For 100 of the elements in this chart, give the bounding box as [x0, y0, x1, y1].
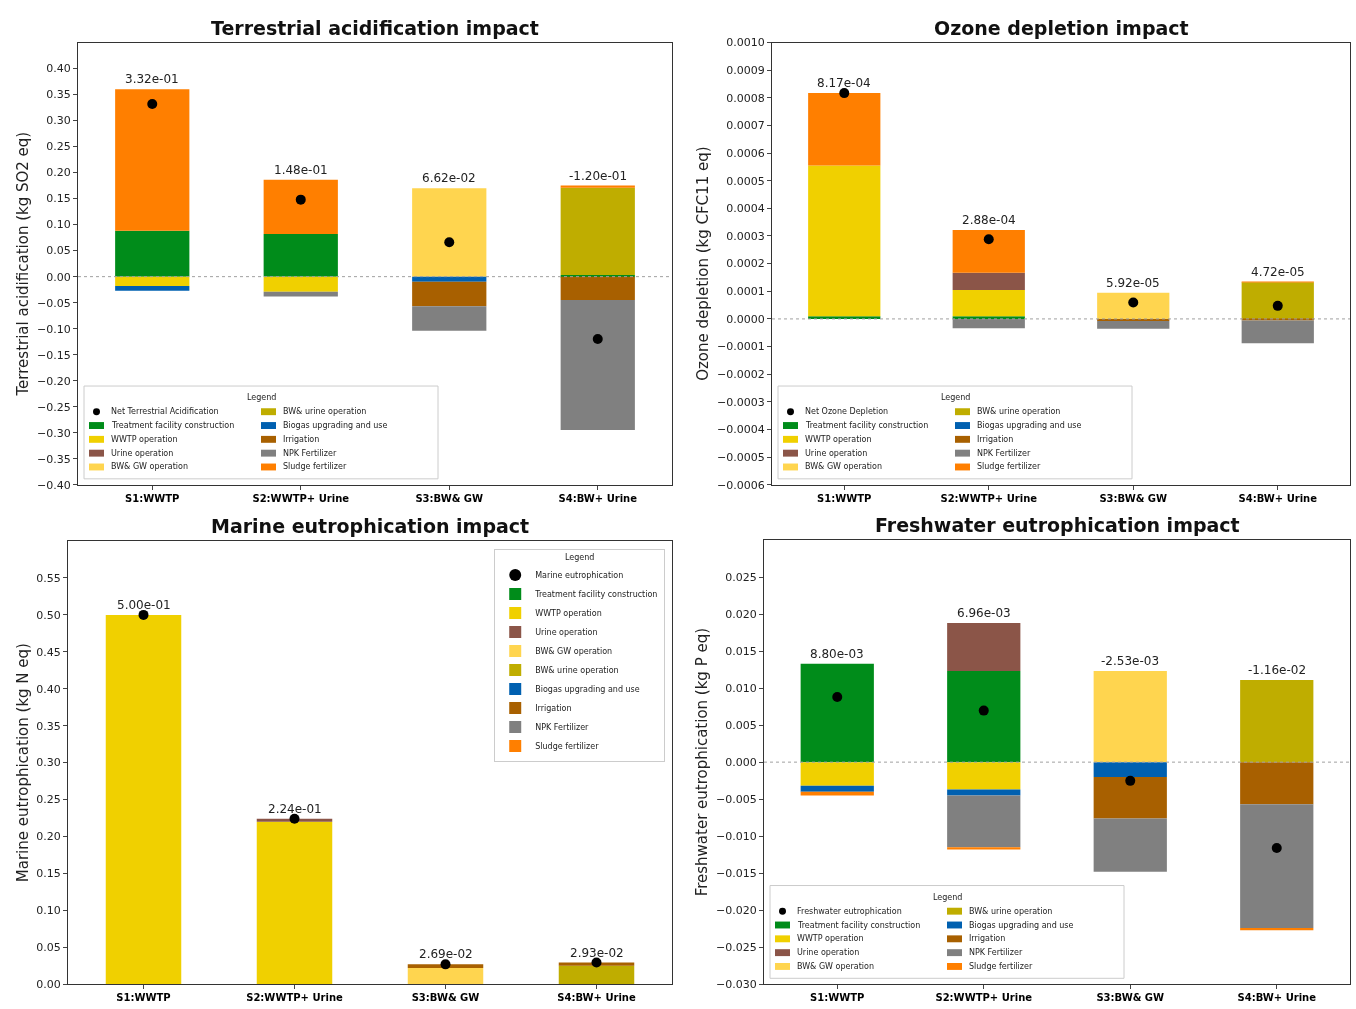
chart-title: Ozone depletion impact: [934, 17, 1189, 39]
legend-label: Net Ozone Depletion: [805, 407, 889, 416]
point: [289, 813, 300, 824]
legend-label: Urine operation: [805, 449, 868, 458]
total-label: 4.72e-05: [1251, 265, 1305, 279]
y-tick-label: −0.010: [716, 830, 757, 844]
chart-title: Freshwater eutrophication impact: [875, 514, 1240, 536]
bar: [947, 795, 1021, 848]
point: [1272, 300, 1283, 311]
point: [832, 691, 843, 702]
bar: [947, 671, 1021, 763]
y-tick-label: −0.0005: [717, 450, 765, 464]
legend-label: NPK Fertilizer: [535, 723, 590, 732]
y-tick-label: −0.030: [716, 978, 757, 992]
y-tick-label: −0.15: [37, 348, 71, 362]
bar: [947, 762, 1021, 790]
y-tick-label: 0.0002: [726, 257, 765, 271]
bar: [952, 289, 1025, 317]
y-tick-label: 0.20: [46, 166, 71, 180]
y-tick-label: −0.35: [37, 452, 71, 466]
y-axis-title: Terrestrial acidification (kg SO2 eq): [14, 131, 33, 397]
y-axis-title: Freshwater eutrophication (kg P eq): [693, 627, 712, 897]
y-tick-label: −0.40: [37, 478, 71, 492]
y-tick-label: 0.0008: [726, 91, 765, 105]
total-label: 8.17e-04: [817, 76, 871, 90]
bar: [947, 622, 1021, 672]
legend-label: Sludge fertilizer: [969, 962, 1033, 971]
point: [839, 88, 850, 99]
bar: [412, 281, 487, 307]
point: [592, 334, 603, 345]
legend-label: Treatment facility construction: [797, 921, 921, 930]
x-tick-label: S2:WWTP+ Urine: [252, 492, 350, 504]
y-tick-label: 0.15: [36, 867, 61, 881]
legend-title: Legend: [565, 553, 595, 563]
bar: [1241, 282, 1314, 319]
bar: [952, 229, 1025, 273]
y-tick-label: 0.45: [36, 645, 61, 659]
legend-label: NPK Fertilizer: [977, 449, 1031, 458]
legend-label: BW& GW operation: [535, 647, 613, 656]
bar: [1240, 927, 1314, 931]
x-tick-label: S2:WWTP+ Urine: [935, 992, 1033, 1004]
y-tick-label: 0.010: [725, 681, 757, 695]
legend-label: Biogas upgrading and use: [977, 421, 1082, 430]
point: [147, 98, 158, 109]
legend-label: Marine eutrophication: [535, 571, 624, 580]
total-label: 2.93e-02: [570, 946, 624, 960]
y-tick-label: 0.005: [725, 718, 757, 732]
y-tick-label: 0.00: [46, 270, 71, 284]
y-tick-label: 0.015: [725, 644, 757, 658]
total-label: 2.24e-01: [268, 802, 322, 816]
y-tick-label: −0.10: [37, 322, 71, 336]
bar: [115, 230, 190, 277]
legend-label: BW& urine operation: [977, 407, 1061, 416]
bar: [1093, 671, 1167, 763]
legend-label: WWTP operation: [805, 435, 872, 444]
y-tick-label: 0.0004: [726, 202, 765, 216]
y-tick-label: 0.40: [36, 682, 61, 696]
y-tick-label: 0.0000: [726, 312, 765, 326]
legend-label: Freshwater eutrophication: [797, 907, 902, 916]
legend-label: Urine operation: [797, 948, 860, 957]
bar: [1093, 818, 1167, 872]
y-tick-label: 0.05: [46, 244, 71, 258]
point: [983, 234, 994, 245]
legend-title: Legend: [941, 393, 971, 402]
bar: [800, 663, 874, 763]
bar: [115, 286, 190, 291]
bar: [952, 318, 1025, 329]
bar: [407, 964, 484, 968]
x-tick-label: S3:BW& GW: [415, 492, 484, 504]
legend-label: BW& urine operation: [969, 907, 1053, 916]
legend-label: Urine operation: [111, 449, 174, 458]
x-tick-label: S2:WWTP+ Urine: [940, 492, 1038, 504]
y-tick-label: 0.000: [725, 755, 757, 769]
chart-title: Terrestrial acidification impact: [211, 17, 539, 39]
y-axis-title: Ozone depletion (kg CFC11 eq): [694, 146, 713, 381]
y-tick-label: 0.20: [36, 830, 61, 844]
bar: [560, 187, 635, 276]
total-label: 2.69e-02: [419, 947, 473, 961]
point: [978, 705, 989, 716]
total-label: -2.53e-03: [1101, 654, 1160, 668]
y-tick-label: −0.020: [716, 904, 757, 918]
y-tick-label: 0.0009: [726, 64, 765, 78]
x-tick-label: S3:BW& GW: [1096, 992, 1165, 1004]
y-tick-label: 0.40: [46, 62, 71, 76]
bar: [952, 272, 1025, 290]
y-tick-label: −0.025: [716, 941, 757, 955]
x-tick-label: S1:WWTP: [125, 492, 180, 504]
legend-label: Biogas upgrading and use: [969, 921, 1074, 930]
point: [444, 237, 455, 248]
y-tick-label: −0.015: [716, 867, 757, 881]
y-tick-label: 0.0007: [726, 119, 765, 133]
y-tick-label: 0.25: [46, 140, 71, 154]
bar: [1240, 762, 1314, 805]
legend-label: Sludge fertilizer: [283, 462, 347, 471]
y-tick-label: 0.05: [36, 941, 61, 955]
bar: [560, 185, 635, 188]
bar: [1241, 320, 1314, 344]
y-tick-label: 0.0001: [726, 285, 765, 299]
y-axis-title: Marine eutrophication (kg N eq): [13, 643, 32, 883]
bar: [105, 614, 182, 985]
